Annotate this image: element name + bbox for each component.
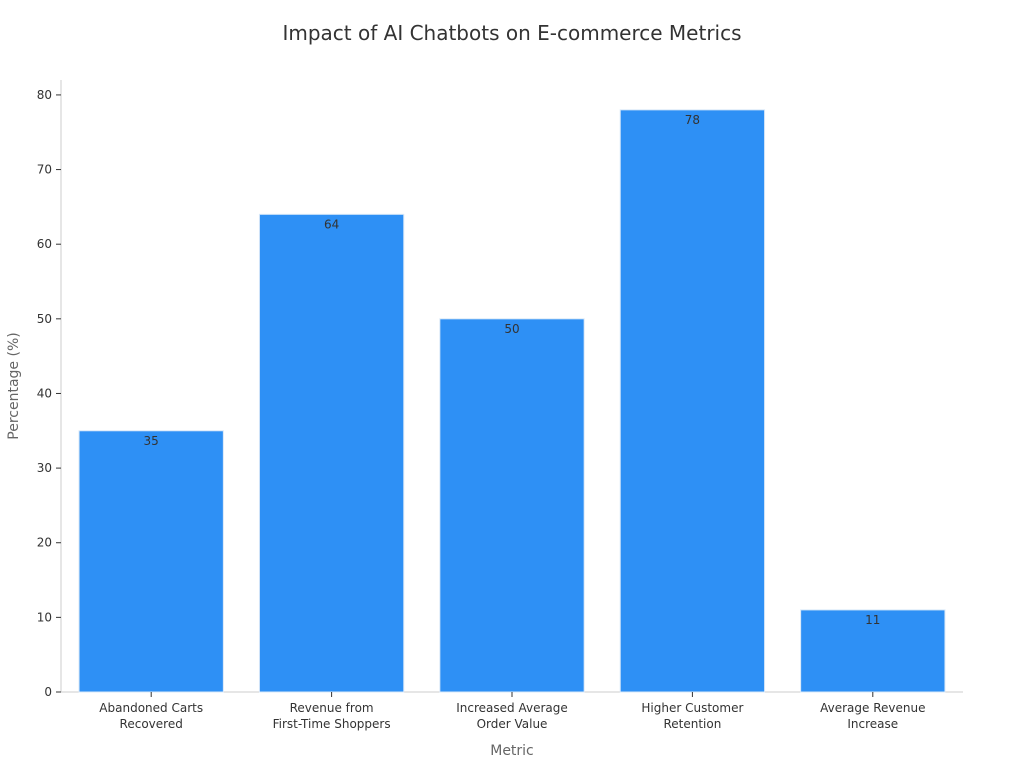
x-tick-label: Increased Average Order Value (456, 701, 568, 731)
x-axis-label: Metric (490, 743, 534, 759)
y-tick-label: 20 (37, 536, 52, 550)
y-tick-label: 40 (37, 386, 52, 400)
x-tick-label: Revenue from First-Time Shoppers (273, 701, 391, 731)
chart-title: Impact of AI Chatbots on E-commerce Metr… (282, 21, 741, 45)
bar-value-label: 35 (144, 434, 159, 448)
x-tick-label: Abandoned Carts Recovered (99, 701, 203, 731)
x-tick-label: Average Revenue Increase (820, 701, 925, 731)
bar-value-label: 11 (865, 613, 880, 627)
bar (439, 318, 585, 693)
y-tick-label: 0 (44, 685, 52, 699)
bar (78, 430, 224, 693)
y-tick-label: 80 (37, 88, 52, 102)
x-tick-label: Higher Customer Retention (641, 701, 743, 731)
bar-value-label: 78 (685, 113, 700, 127)
bar-value-label: 64 (324, 217, 339, 231)
bar (800, 609, 946, 693)
bar (258, 213, 405, 693)
y-tick-label: 60 (37, 237, 52, 251)
y-tick-label: 30 (37, 461, 52, 475)
y-axis-label: Percentage (%) (6, 332, 22, 439)
bar-value-label: 50 (504, 322, 519, 336)
y-tick-label: 50 (37, 312, 52, 326)
y-tick-label: 70 (37, 163, 52, 177)
y-tick-label: 10 (37, 610, 52, 624)
plot-area: 0 10 20 30 40 50 60 70 80 35 Abandoned Carts Recove… (37, 80, 963, 731)
bar (619, 109, 766, 693)
